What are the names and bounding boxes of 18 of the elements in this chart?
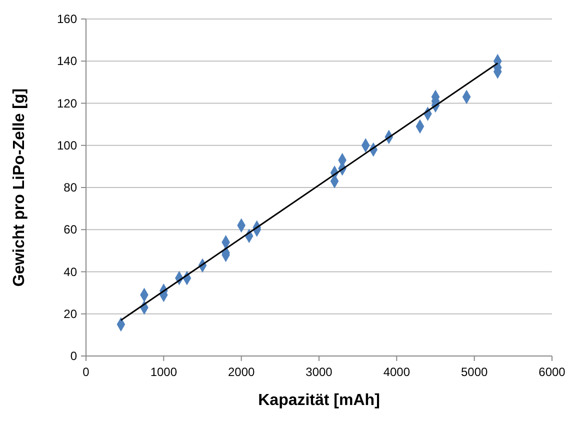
y-tick-label: 100 bbox=[56, 138, 78, 152]
x-tick-label: 6000 bbox=[538, 365, 566, 379]
x-tick-label: 1000 bbox=[150, 365, 178, 379]
x-tick-label: 3000 bbox=[306, 365, 333, 379]
y-axis-title: Gewicht pro LiPo-Zelle [g] bbox=[11, 88, 28, 287]
y-tick-label: 140 bbox=[56, 54, 78, 68]
y-tick-label: 60 bbox=[64, 222, 78, 237]
y-tick-label: 0 bbox=[70, 349, 78, 363]
y-tick-label: 120 bbox=[56, 96, 78, 110]
y-tick-label: 20 bbox=[64, 306, 78, 321]
y-tick-label: 80 bbox=[64, 180, 78, 194]
y-tick-label: 40 bbox=[64, 264, 78, 279]
y-tick-label: 160 bbox=[56, 12, 78, 26]
x-tick-label: 2000 bbox=[228, 365, 256, 379]
x-tick-label: 0 bbox=[82, 365, 90, 379]
x-tick-label: 5000 bbox=[460, 365, 488, 379]
x-tick-label: 4000 bbox=[383, 365, 410, 379]
x-axis-title: Kapazität [mAh] bbox=[258, 392, 380, 409]
